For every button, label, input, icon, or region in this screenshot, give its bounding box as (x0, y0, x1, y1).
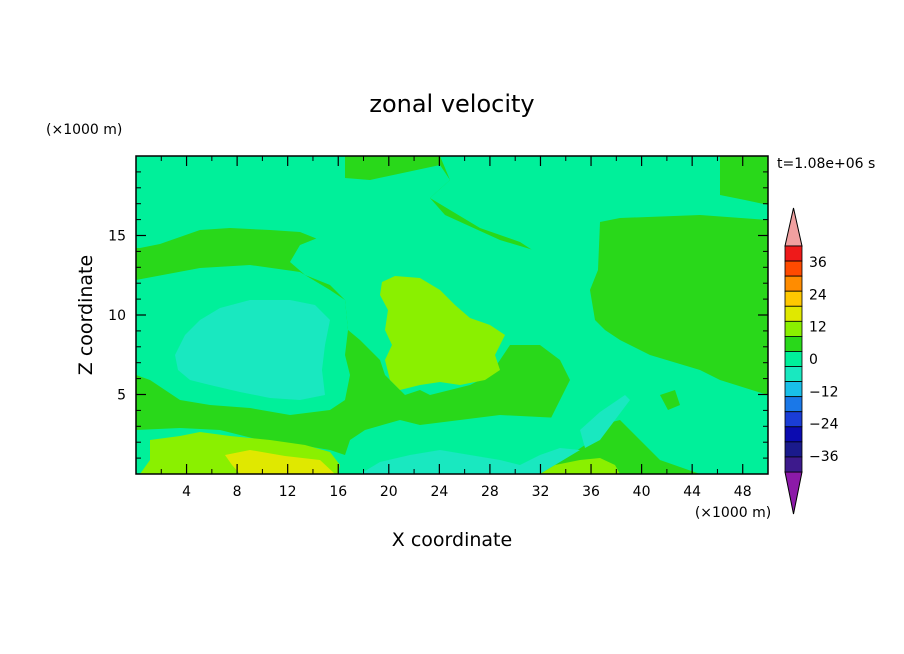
colorbar-label-36: 36 (809, 255, 827, 271)
field-region-cyan-core (175, 300, 330, 400)
x-unit-label: (×1000 m) (695, 505, 771, 521)
y-unit-label: (×1000 m) (46, 122, 122, 138)
colorbar-over-arrow (784, 207, 803, 247)
colorbar-label--12: −12 (809, 384, 839, 400)
y-axis: 5 10 15 (108, 171, 768, 459)
colorbar-label-24: 24 (809, 287, 827, 303)
colorbar-box (784, 260, 803, 277)
colorbar-box (784, 366, 803, 382)
x-tick-label-4: 4 (182, 484, 191, 500)
field-region-bottom-cyan (360, 448, 580, 474)
x-tick-label-32: 32 (532, 484, 550, 500)
y-tick-label-5: 5 (117, 388, 126, 404)
colorbar-box (784, 456, 803, 473)
x-tick-label-44: 44 (683, 484, 701, 500)
x-tick-label-16: 16 (329, 484, 347, 500)
colorbar-box (784, 351, 803, 367)
y-axis-label: Z coordinate (75, 255, 97, 375)
field-region-central (380, 276, 505, 390)
field-region-bottom-cyan-2 (580, 395, 630, 448)
field-region-bottom-yellow (225, 450, 335, 474)
field-region-bottom-right (540, 458, 620, 474)
colorbar: 36 24 12 0 −12 −24 −36 (784, 207, 839, 515)
colorbar-under-arrow (784, 471, 803, 515)
contour-field (136, 156, 768, 474)
x-tick-label-28: 28 (481, 484, 499, 500)
colorbar-box (784, 305, 803, 322)
x-axis-label: X coordinate (392, 529, 512, 551)
colorbar-label-0: 0 (809, 352, 818, 368)
x-tick-label-36: 36 (582, 484, 600, 500)
x-axis: 4 8 12 16 20 24 28 32 36 40 44 48 (160, 156, 752, 500)
colorbar-box (784, 396, 803, 413)
colorbar-box (784, 381, 803, 398)
x-tick-label-8: 8 (233, 484, 242, 500)
colorbar-box (784, 411, 803, 428)
x-tick-label-48: 48 (734, 484, 752, 500)
y-tick-label-10: 10 (108, 308, 126, 324)
x-tick-label-24: 24 (430, 484, 448, 500)
colorbar-box (784, 426, 803, 443)
x-tick-label-40: 40 (633, 484, 651, 500)
chart-title: zonal velocity (369, 90, 534, 118)
field-region-upper-right (290, 156, 768, 474)
time-label: t=1.08e+06 s (777, 156, 875, 172)
y-tick-label-15: 15 (108, 229, 126, 245)
x-tick-label-12: 12 (279, 484, 297, 500)
colorbar-box (784, 290, 803, 307)
field-region-right-blob (660, 390, 680, 410)
colorbar-label-12: 12 (809, 320, 827, 336)
x-tick-label-20: 20 (380, 484, 398, 500)
colorbar-box (784, 320, 803, 337)
colorbar-box (784, 441, 803, 458)
colorbar-box (784, 275, 803, 292)
colorbar-box (784, 335, 803, 352)
colorbar-label--36: −36 (809, 449, 839, 465)
colorbar-label--24: −24 (809, 417, 839, 433)
colorbar-box (784, 245, 803, 262)
